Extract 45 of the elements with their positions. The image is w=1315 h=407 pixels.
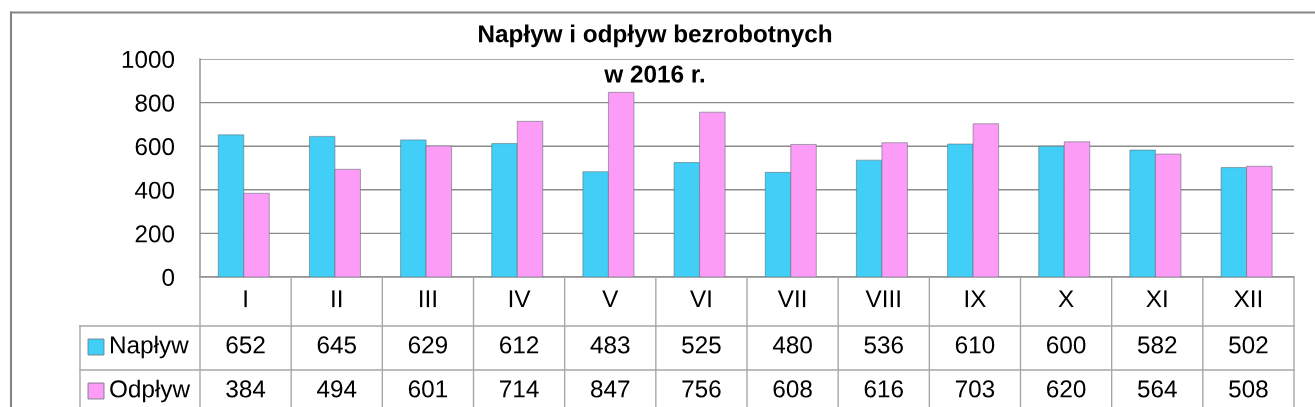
x-tick-label: XII [1234, 290, 1262, 308]
x-tick-label: VIII [865, 290, 900, 308]
data-label: 610 [955, 336, 995, 354]
data-label: 582 [1137, 336, 1177, 354]
x-tick-label: V [602, 290, 619, 308]
data-label: 620 [1047, 380, 1086, 398]
y-tick-label: 1000 [122, 50, 175, 69]
x-tick-label: III [420, 290, 436, 308]
x-tick-label: II [332, 290, 342, 308]
data-label: 629 [408, 336, 448, 354]
data-label: 480 [772, 336, 812, 354]
y-tick-label: 800 [135, 94, 175, 112]
data-label: 483 [590, 336, 630, 354]
y-tick-label: 600 [135, 138, 175, 156]
data-label: 703 [955, 380, 995, 398]
x-tick-label: I [244, 290, 247, 308]
x-tick-label: VI [690, 290, 711, 308]
data-label: 601 [408, 380, 448, 398]
data-label: 502 [1229, 336, 1268, 354]
data-label: 645 [317, 336, 357, 354]
chart-title: Napływ i odpływ bezrobotnych w 2016 r. [479, 24, 832, 83]
data-label: 600 [1047, 336, 1086, 354]
data-label: 756 [682, 380, 721, 398]
legend-label: Napływ [110, 335, 189, 359]
data-label: 525 [682, 336, 721, 354]
legend-label: Odpływ [110, 379, 191, 403]
x-tick-label: IV [509, 290, 531, 308]
x-tick-label: IX [965, 290, 986, 308]
x-tick-label: XI [1146, 290, 1167, 308]
data-label: 714 [500, 380, 539, 398]
data-label: 494 [317, 380, 357, 398]
y-tick-label: 400 [135, 181, 175, 199]
data-label: 847 [591, 380, 630, 398]
data-label: 616 [864, 380, 903, 398]
data-label: 508 [1229, 380, 1268, 398]
x-tick-label: VII [777, 290, 806, 308]
data-label: 536 [864, 336, 903, 354]
data-label: 612 [500, 336, 539, 354]
data-label: 608 [773, 380, 812, 398]
y-tick-label: 0 [162, 268, 175, 287]
y-tick-label: 200 [135, 225, 175, 243]
data-label: 564 [1137, 380, 1177, 398]
x-tick-label: X [1058, 290, 1074, 308]
data-label: 384 [226, 380, 266, 398]
data-label: 652 [226, 336, 265, 354]
